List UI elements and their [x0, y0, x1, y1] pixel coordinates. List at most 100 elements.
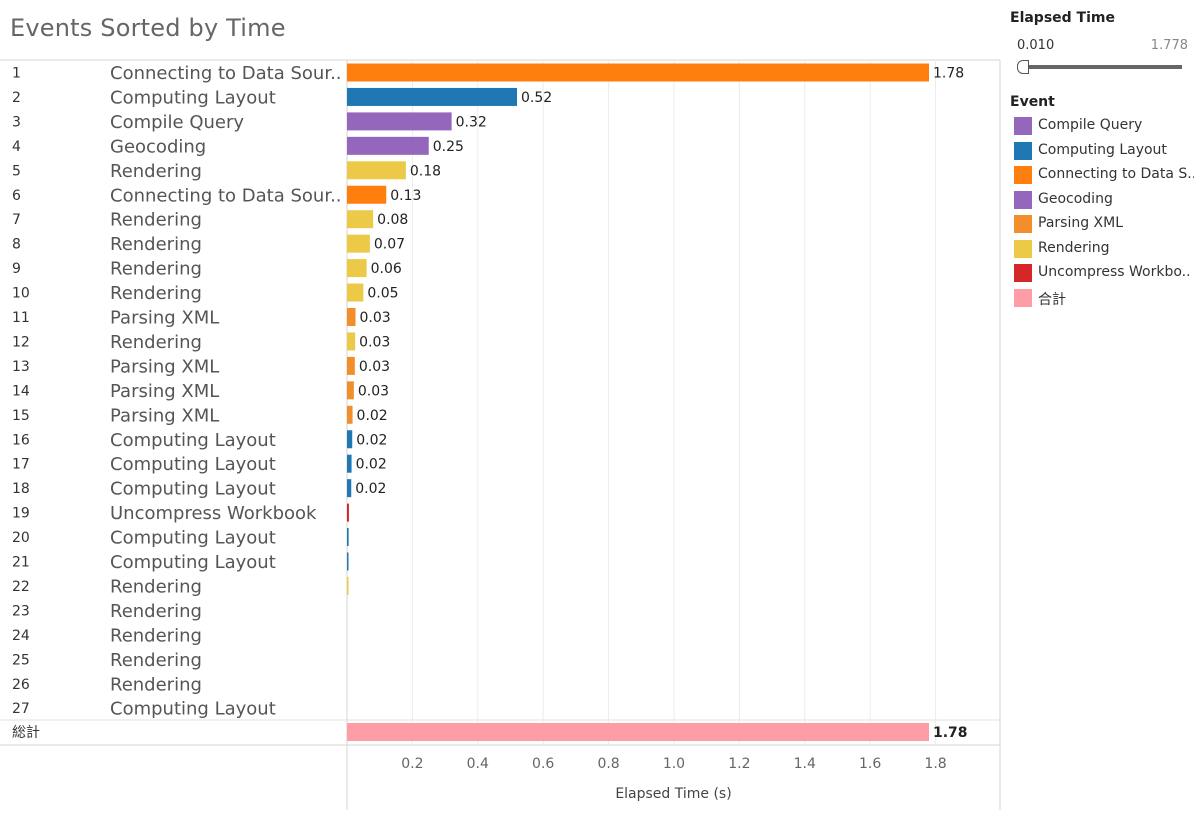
bar[interactable] [347, 87, 518, 106]
bar[interactable] [347, 185, 387, 204]
bar[interactable] [347, 332, 356, 351]
row-number: 5 [12, 163, 21, 179]
bar[interactable] [347, 210, 374, 229]
x-tick-label: 1.4 [794, 756, 816, 772]
event-label: Computing Layout [110, 552, 276, 573]
row-number: 19 [12, 506, 30, 522]
bar[interactable] [347, 112, 452, 131]
event-label: Connecting to Data Sour.. [110, 185, 342, 206]
row-number: 22 [12, 579, 30, 595]
bar[interactable] [347, 308, 356, 326]
data-label: 0.05 [367, 286, 398, 302]
bar[interactable] [347, 63, 929, 82]
row-number: 15 [12, 408, 30, 424]
bar[interactable] [347, 136, 429, 155]
bar[interactable] [347, 552, 349, 571]
table-row: 26 Rendering [12, 674, 202, 695]
legend-swatch [1014, 239, 1032, 258]
page-title: Events Sorted by Time [10, 14, 286, 42]
bar[interactable] [347, 430, 353, 449]
event-label: Parsing XML [110, 308, 219, 329]
table-row: 23 Rendering [12, 601, 202, 622]
data-label: 0.02 [356, 432, 387, 448]
legend-label: Computing Layout [1038, 141, 1167, 158]
table-row: 11 Parsing XML 0.03 [12, 308, 391, 329]
row-number: 3 [12, 114, 21, 130]
bar[interactable] [347, 503, 349, 522]
table-row: 9 Rendering 0.06 [12, 259, 402, 280]
bar[interactable] [347, 528, 349, 547]
data-label: 0.06 [371, 261, 402, 277]
legend-swatch [1014, 288, 1032, 307]
table-row: 1 Connecting to Data Sour.. 1.78 [12, 63, 964, 84]
table-row: 14 Parsing XML 0.03 [12, 381, 389, 402]
event-label: Rendering [110, 259, 202, 280]
event-label: Parsing XML [110, 405, 219, 426]
bar[interactable] [347, 259, 367, 278]
table-row: 3 Compile Query 0.32 [12, 112, 487, 133]
legend-swatch [1014, 264, 1032, 282]
event-label: Computing Layout [110, 699, 276, 720]
table-row: 2 Computing Layout 0.52 [12, 87, 552, 108]
event-label: Compile Query [110, 112, 244, 133]
x-tick-label: 0.8 [597, 756, 619, 772]
legend-item[interactable]: Connecting to Data S.. [1014, 165, 1200, 185]
elapsed-time-slider-track[interactable] [1024, 65, 1182, 69]
legend-item[interactable]: Uncompress Workbo.. [1014, 263, 1200, 283]
bar[interactable] [347, 576, 349, 595]
event-label: Rendering [110, 674, 202, 695]
row-number: 26 [12, 677, 30, 693]
data-label: 0.13 [390, 188, 421, 204]
legend-item[interactable]: 合計 [1014, 288, 1200, 308]
row-number: 18 [12, 481, 30, 497]
data-label: 0.32 [456, 114, 487, 130]
elapsed-time-slider-handle[interactable] [1017, 60, 1029, 74]
legend-swatch [1014, 117, 1032, 135]
table-row: 7 Rendering 0.08 [12, 210, 408, 231]
filter-title: Elapsed Time [1010, 10, 1115, 26]
table-row: 12 Rendering 0.03 [12, 332, 390, 353]
legend-item[interactable]: Computing Layout [1014, 141, 1200, 161]
legend-label: Rendering [1038, 239, 1110, 256]
total-bar[interactable] [347, 723, 929, 741]
bar[interactable] [347, 381, 354, 400]
legend-item[interactable]: Compile Query [1014, 116, 1200, 136]
legend-label: Connecting to Data S.. [1038, 166, 1194, 182]
bar[interactable] [347, 405, 353, 424]
data-label: 0.03 [359, 334, 390, 350]
event-label: Rendering [110, 650, 202, 671]
event-label: Rendering [110, 332, 202, 353]
legend-label: 合計 [1038, 291, 1066, 308]
table-row: 13 Parsing XML 0.03 [12, 356, 390, 377]
event-label: Computing Layout [110, 528, 276, 549]
bar[interactable] [347, 479, 352, 498]
data-label: 1.78 [933, 725, 968, 741]
table-row: 24 Rendering [12, 625, 202, 646]
data-label: 0.52 [521, 90, 552, 106]
legend-title: Event [1010, 94, 1055, 110]
filter-min-value: 0.010 [1017, 38, 1055, 53]
data-label: 0.02 [357, 408, 388, 424]
table-row: 16 Computing Layout 0.02 [12, 430, 387, 451]
row-number: 10 [12, 286, 30, 302]
x-tick-label: 0.4 [467, 756, 489, 772]
row-number: 1 [12, 66, 21, 82]
event-label: Computing Layout [110, 454, 276, 475]
row-number: 21 [12, 555, 30, 571]
legend-item[interactable]: Rendering [1014, 239, 1200, 259]
legend-label: Parsing XML [1038, 215, 1124, 231]
bar[interactable] [347, 234, 370, 253]
bar[interactable] [347, 356, 355, 375]
legend-item[interactable]: Parsing XML [1014, 214, 1200, 234]
table-row: 15 Parsing XML 0.02 [12, 405, 388, 426]
bar[interactable] [347, 283, 364, 302]
bar[interactable] [347, 161, 406, 180]
row-number: 14 [12, 383, 30, 399]
event-label: Rendering [110, 625, 202, 646]
legend-item[interactable]: Geocoding [1014, 190, 1200, 210]
filter-max-value: 1.778 [1150, 38, 1188, 53]
total-row: 総計 1.78 [12, 723, 968, 741]
event-label: Connecting to Data Sour.. [110, 63, 342, 84]
bar[interactable] [347, 454, 352, 473]
table-row: 10 Rendering 0.05 [12, 283, 399, 304]
